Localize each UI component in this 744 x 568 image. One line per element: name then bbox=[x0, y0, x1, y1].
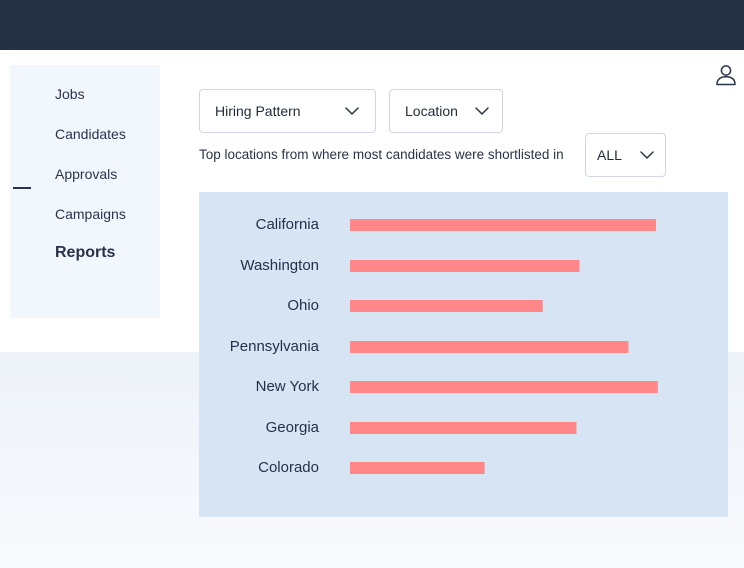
bar-california bbox=[350, 219, 656, 231]
bar-washington bbox=[350, 260, 580, 272]
active-item-indicator bbox=[13, 187, 31, 189]
sidebar-item-approvals[interactable]: Approvals bbox=[55, 166, 118, 182]
bar-label: New York bbox=[256, 378, 320, 395]
bar-colorado bbox=[350, 462, 485, 474]
bar-chart-svg: California Washington Ohio Pennsylvania New … bbox=[230, 216, 658, 476]
user-icon[interactable] bbox=[714, 63, 738, 87]
bar-georgia bbox=[350, 422, 577, 434]
location-bar-chart: California Washington Ohio Pennsylvania New … bbox=[199, 192, 728, 517]
bar-label: Georgia bbox=[266, 419, 320, 436]
sidebar-item-candidates[interactable]: Candidates bbox=[55, 126, 126, 142]
bar-new-york bbox=[350, 381, 658, 393]
hiring-pattern-dropdown[interactable]: Hiring Pattern bbox=[199, 89, 376, 133]
sidebar-item-jobs[interactable]: Jobs bbox=[55, 86, 85, 102]
bar-pennsylvania bbox=[350, 341, 629, 353]
top-navigation-bar bbox=[0, 0, 744, 50]
location-dropdown-label: Location bbox=[405, 103, 458, 119]
sidebar-item-reports[interactable]: Reports bbox=[55, 244, 116, 261]
bar-label: Washington bbox=[240, 257, 319, 274]
chevron-down-icon bbox=[475, 107, 489, 115]
bar-label: California bbox=[256, 216, 320, 233]
chevron-down-icon bbox=[640, 151, 654, 159]
bar-label: Colorado bbox=[258, 459, 319, 476]
bar-label: Pennsylvania bbox=[230, 338, 320, 355]
sidebar-item-campaigns[interactable]: Campaigns bbox=[55, 206, 126, 222]
sidebar: Jobs Candidates Approvals Campaigns Repo… bbox=[10, 65, 160, 318]
chevron-down-icon bbox=[345, 107, 359, 115]
region-dropdown[interactable]: ALL bbox=[585, 133, 666, 177]
chart-description: Top locations from where most candidates… bbox=[199, 147, 564, 162]
region-dropdown-label: ALL bbox=[597, 147, 622, 163]
bar-ohio bbox=[350, 300, 543, 312]
hiring-pattern-dropdown-label: Hiring Pattern bbox=[215, 103, 301, 119]
bar-label: Ohio bbox=[287, 297, 319, 314]
location-dropdown[interactable]: Location bbox=[389, 89, 503, 133]
